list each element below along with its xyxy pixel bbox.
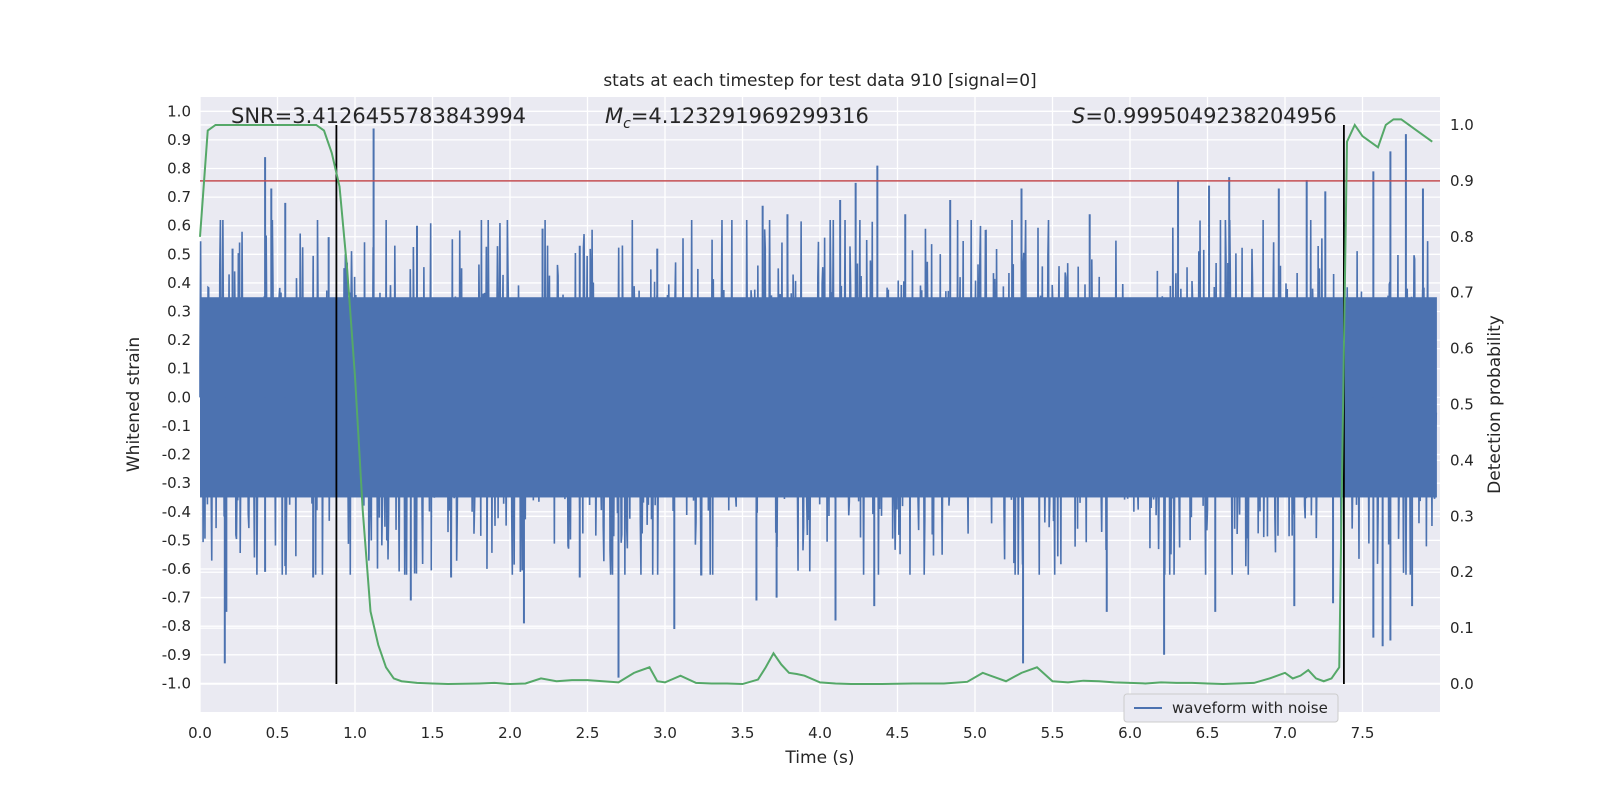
x-tick-label: 1.0 <box>343 724 367 742</box>
waveform-core <box>200 297 1437 498</box>
x-tick-label: 7.0 <box>1273 724 1297 742</box>
x-tick-label: 2.5 <box>576 724 600 742</box>
y-tick-label: 0.7 <box>167 188 191 206</box>
x-tick-label: 0.5 <box>266 724 290 742</box>
y2-tick-label: 1.0 <box>1450 116 1474 134</box>
annotation-s: S=0.9995049238204956 <box>1072 104 1337 128</box>
annotation-snr: SNR=3.4126455783843994 <box>231 104 526 128</box>
waveform-series <box>199 128 1438 678</box>
y-tick-label: 0.9 <box>167 131 191 149</box>
y-tick-label: 0.3 <box>167 303 191 321</box>
x-tick-label: 6.0 <box>1118 724 1142 742</box>
y-axis-label: Whitened strain <box>124 337 144 472</box>
legend-box <box>1123 693 1339 723</box>
x-tick-label: 5.5 <box>1041 724 1065 742</box>
y-tick-label: -1.0 <box>162 674 191 692</box>
y2-tick-label: 0.8 <box>1450 228 1474 246</box>
y-tick-label: 1.0 <box>167 102 191 120</box>
y-tick-label: 0.4 <box>167 274 191 292</box>
y-tick-label: -0.2 <box>162 446 191 464</box>
y2-tick-label: 0.6 <box>1450 340 1474 358</box>
y-tick-label: -0.3 <box>162 474 191 492</box>
x-tick-label: 0.0 <box>188 724 212 742</box>
annotation-mc-subscript: c <box>623 116 631 132</box>
y2-tick-label: 0.5 <box>1450 396 1474 414</box>
y2-tick-label: 0.7 <box>1450 284 1474 302</box>
x-axis-label: Time (s) <box>784 748 854 768</box>
y2-tick-label: 0.4 <box>1450 451 1474 469</box>
overlay-lines <box>199 118 1440 686</box>
y-tick-label: 0.1 <box>167 360 191 378</box>
x-tick-label: 2.0 <box>498 724 522 742</box>
annotation-mc-value: =4.123291969299316 <box>631 104 869 128</box>
y-tick-label: -0.1 <box>162 417 191 435</box>
y-tick-label: -0.8 <box>162 617 191 635</box>
x-tick-label: 4.0 <box>808 724 832 742</box>
detection-probability-line <box>199 118 1433 686</box>
annotation-s-symbol: S <box>1072 104 1085 128</box>
y-tick-label: -0.6 <box>162 560 191 578</box>
y2-tick-label: 0.1 <box>1450 619 1474 637</box>
x-tick-label: 5.0 <box>963 724 987 742</box>
x-tick-label: 6.5 <box>1196 724 1220 742</box>
annotation-chirp-mass: Mc=4.123291969299316 <box>605 104 869 132</box>
y2-tick-label: 0.9 <box>1450 172 1474 190</box>
x-tick-label: 4.5 <box>886 724 910 742</box>
legend: waveform with noise <box>1123 693 1339 723</box>
y2-tick-label: 0.2 <box>1450 563 1474 581</box>
x-tick-label: 3.5 <box>731 724 755 742</box>
y-tick-label: 0.6 <box>167 217 191 235</box>
annotation-mc-symbol: M <box>605 104 623 128</box>
y-tick-label: 0.0 <box>167 388 191 406</box>
y-tick-label: -0.7 <box>162 589 191 607</box>
y-tick-label: -0.9 <box>162 646 191 664</box>
axes: 0.0 0.5 1.0 1.5 2.0 2.5 3.0 3.5 4.0 4.5 5.0 5.5 6.0 6… <box>162 102 1474 742</box>
x-tick-label: 3.0 <box>653 724 677 742</box>
x-tick-label: 1.5 <box>421 724 445 742</box>
y-tick-label: 0.2 <box>167 331 191 349</box>
y-tick-label: 0.8 <box>167 160 191 178</box>
chart-title: stats at each timestep for test data 910… <box>603 71 1036 91</box>
y2-axis-label: Detection probability <box>1485 315 1505 494</box>
legend-label: waveform with noise <box>1172 699 1328 717</box>
annotation-s-value: =0.9995049238204956 <box>1085 104 1336 128</box>
y2-tick-label: 0.0 <box>1450 675 1474 693</box>
x-tick-label: 7.5 <box>1351 724 1375 742</box>
y-tick-label: 0.5 <box>167 245 191 263</box>
y-tick-label: -0.5 <box>162 531 191 549</box>
y2-tick-label: 0.3 <box>1450 507 1474 525</box>
y-tick-label: -0.4 <box>162 503 191 521</box>
